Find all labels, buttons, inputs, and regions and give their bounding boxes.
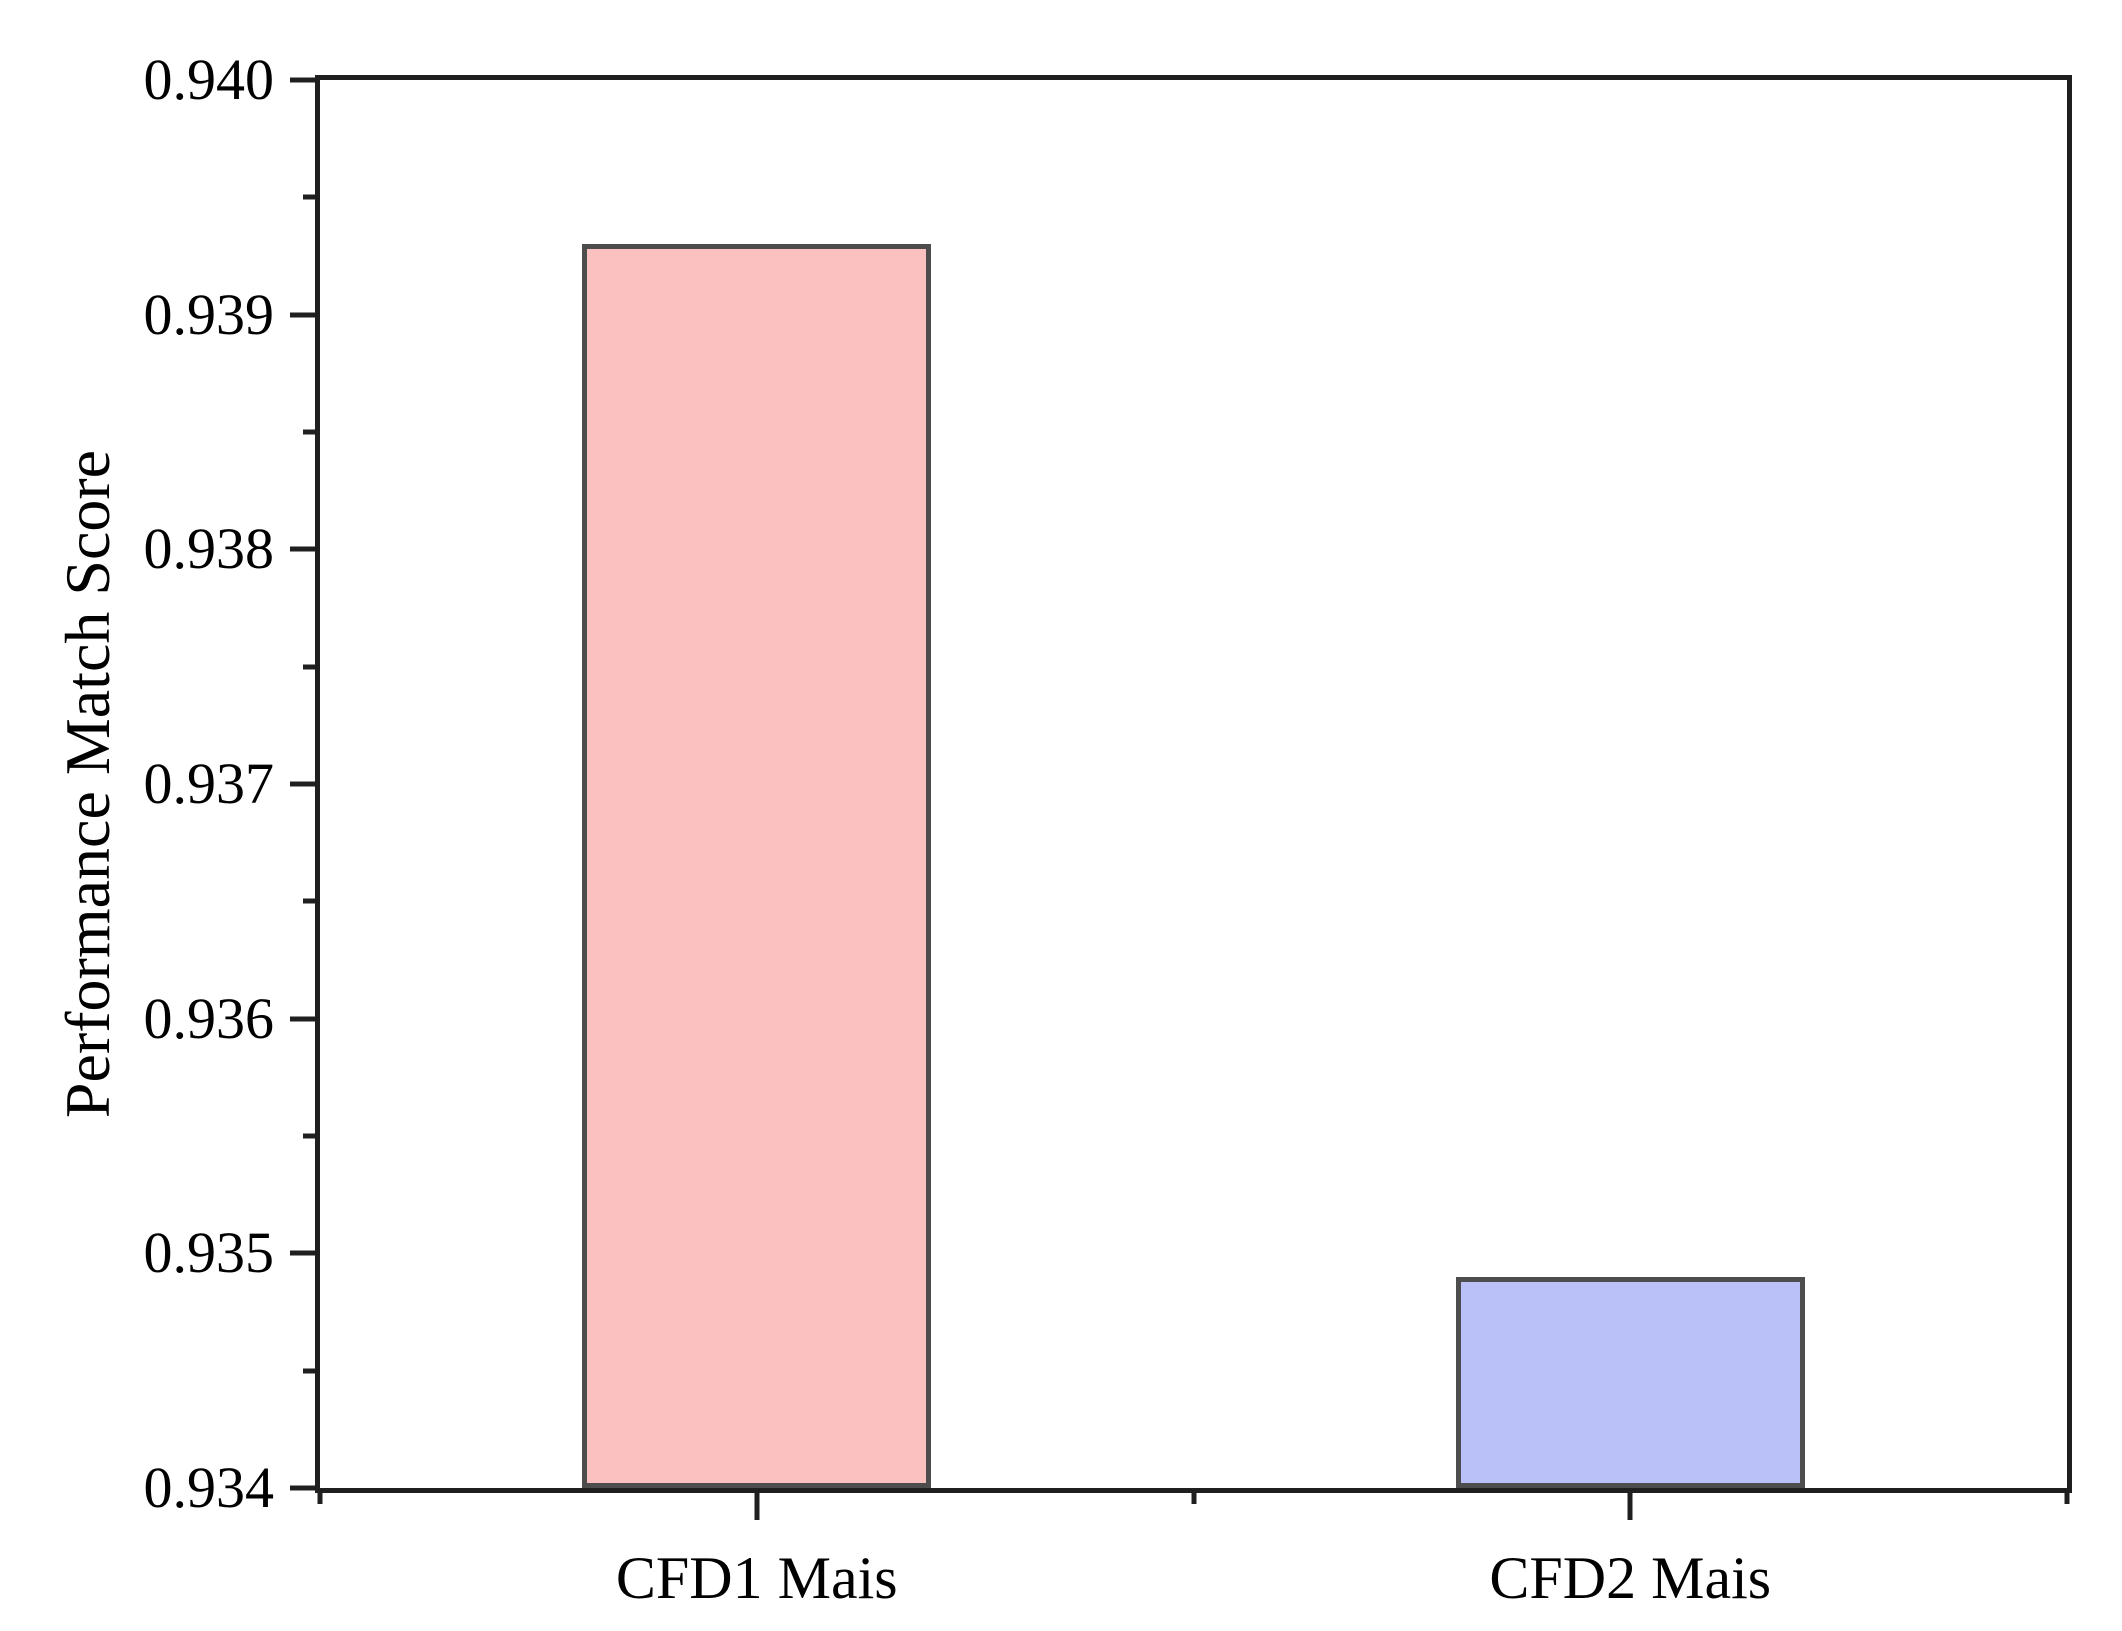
y-major-tick [290, 781, 320, 787]
x-tick-label-cfd2-mais: CFD2 Mais [1489, 1545, 1772, 1611]
y-tick-label: 0.940 [143, 47, 275, 112]
y-minor-tick [303, 664, 320, 670]
y-major-tick [290, 1250, 320, 1256]
y-minor-tick [303, 429, 320, 435]
x-minor-tick [317, 1488, 323, 1504]
y-major-tick [290, 1485, 320, 1491]
y-axis-title: Performance Match Score [52, 449, 123, 1119]
x-major-tick [754, 1488, 760, 1520]
plot-area: 0.940 0.939 0.938 0.937 0.936 0.935 0.934 CFD1 … [144, 51, 2072, 1608]
y-tick-label: 0.938 [143, 516, 275, 582]
bar-cfd1-mais [582, 244, 932, 1488]
y-major-tick [290, 546, 320, 552]
y-major-tick [290, 77, 320, 83]
x-major-tick [1627, 1488, 1633, 1520]
y-minor-tick [303, 1368, 320, 1374]
y-minor-tick [303, 194, 320, 200]
y-minor-tick [303, 898, 320, 904]
y-major-tick [290, 1016, 320, 1022]
y-tick-label: 0.935 [143, 1220, 275, 1286]
y-tick-label: 0.939 [143, 281, 275, 347]
y-tick-label: 0.937 [143, 751, 275, 816]
x-tick-label-cfd1-mais: CFD1 Mais [615, 1545, 898, 1611]
y-tick-label: 0.936 [143, 985, 275, 1051]
y-minor-tick [303, 1133, 320, 1139]
y-major-tick [290, 312, 320, 318]
bar-cfd2-mais [1455, 1276, 1805, 1488]
x-minor-tick [2064, 1488, 2070, 1504]
x-minor-tick [1191, 1488, 1196, 1504]
y-tick-label: 0.934 [143, 1455, 275, 1520]
